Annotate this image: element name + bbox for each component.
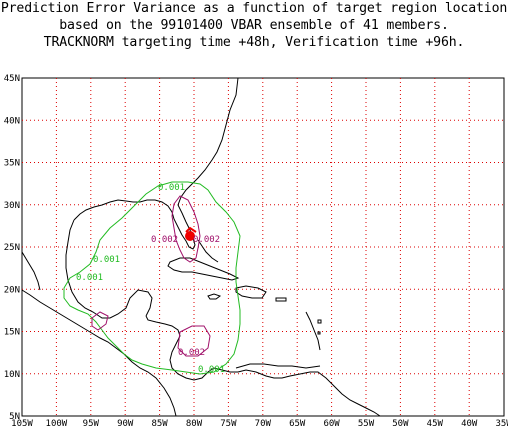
- y-tick-label: 25N: [4, 243, 20, 253]
- x-tick-label: 105W: [11, 419, 33, 428]
- contour-0.001-outer: [63, 181, 241, 375]
- contour-0.002-honduras: [91, 311, 109, 331]
- contour-0.002-caribbean: [177, 325, 211, 357]
- x-tick-label: 95W: [83, 419, 100, 428]
- small-island-2: [317, 331, 321, 335]
- jamaica: [207, 293, 222, 300]
- y-tick-label: 45N: [4, 74, 20, 84]
- contour-0.002: [91, 195, 211, 357]
- y-tick-label: 5N: [9, 412, 20, 422]
- contour-label-0.001-west: 0.001: [93, 255, 120, 265]
- x-tick-label: 60W: [323, 419, 340, 428]
- contour-labels: 0.001 0.001 0.001 0.001 0.002 0.002 0.00…: [76, 183, 225, 375]
- grid-lines: [22, 78, 504, 416]
- y-tick-label: 15N: [4, 328, 20, 338]
- x-tick-label: 35W: [495, 419, 508, 428]
- us-east-coast: [73, 77, 239, 250]
- puerto-rico: [275, 297, 287, 302]
- bahamas: [197, 239, 219, 263]
- maximum-dot: [185, 231, 195, 241]
- x-tick-label: 55W: [358, 419, 375, 428]
- y-axis-ticks: 45N 40N 35N 30N 25N 20N 15N 10N 5N: [4, 74, 20, 422]
- contour-label-0.001-southwest: 0.001: [76, 273, 103, 283]
- y-tick-label: 30N: [4, 201, 20, 211]
- y-tick-label: 20N: [4, 285, 20, 295]
- maximum-marker: [185, 226, 197, 241]
- gulf-coast: [65, 219, 153, 319]
- contour-label-0.002-caribbean: 0.002: [178, 348, 205, 358]
- venezuela-coast: [235, 363, 321, 369]
- y-tick-label: 40N: [4, 116, 20, 126]
- x-axis-ticks: 105W 100W 95W 90W 85W 80W 75W 70W 65W 60W 55W 50W 45…: [11, 419, 508, 428]
- x-tick-label: 85W: [151, 419, 168, 428]
- small-island: [317, 319, 322, 324]
- hispaniola: [235, 285, 267, 299]
- lesser-antilles: [305, 311, 321, 351]
- maximum-tail: [185, 226, 197, 233]
- x-tick-label: 70W: [255, 419, 272, 428]
- x-tick-label: 65W: [289, 419, 306, 428]
- y-tick-label: 10N: [4, 370, 20, 380]
- title-line-3: TRACKNORM targeting time +48h, Verificat…: [43, 35, 465, 50]
- contour-label-0.002-right: 0.002: [193, 235, 220, 245]
- contour-label-0.001-north: 0.001: [158, 183, 185, 193]
- baja-coast: [21, 251, 41, 291]
- cuba: [167, 257, 240, 281]
- contour-label-0.001-south: 0.001: [198, 365, 225, 375]
- x-tick-label: 90W: [117, 419, 134, 428]
- title-line-1: Prediction Error Variance as a function …: [0, 1, 508, 16]
- x-tick-label: 45W: [427, 419, 444, 428]
- x-tick-label: 40W: [461, 419, 478, 428]
- contour-0.001: [63, 181, 241, 375]
- x-tick-label: 50W: [392, 419, 409, 428]
- contour-0.002-florida: [171, 195, 201, 263]
- title-line-2: based on the 99101400 VBAR ensemble of 4…: [59, 18, 449, 33]
- x-tick-label: 75W: [220, 419, 237, 428]
- x-tick-label: 100W: [46, 419, 68, 428]
- x-tick-label: 80W: [186, 419, 203, 428]
- mexico-pacific-coast: [21, 289, 177, 417]
- contour-label-0.002-left: 0.002: [151, 235, 178, 245]
- title-block: Prediction Error Variance as a function …: [0, 0, 508, 51]
- y-tick-label: 35N: [4, 159, 20, 169]
